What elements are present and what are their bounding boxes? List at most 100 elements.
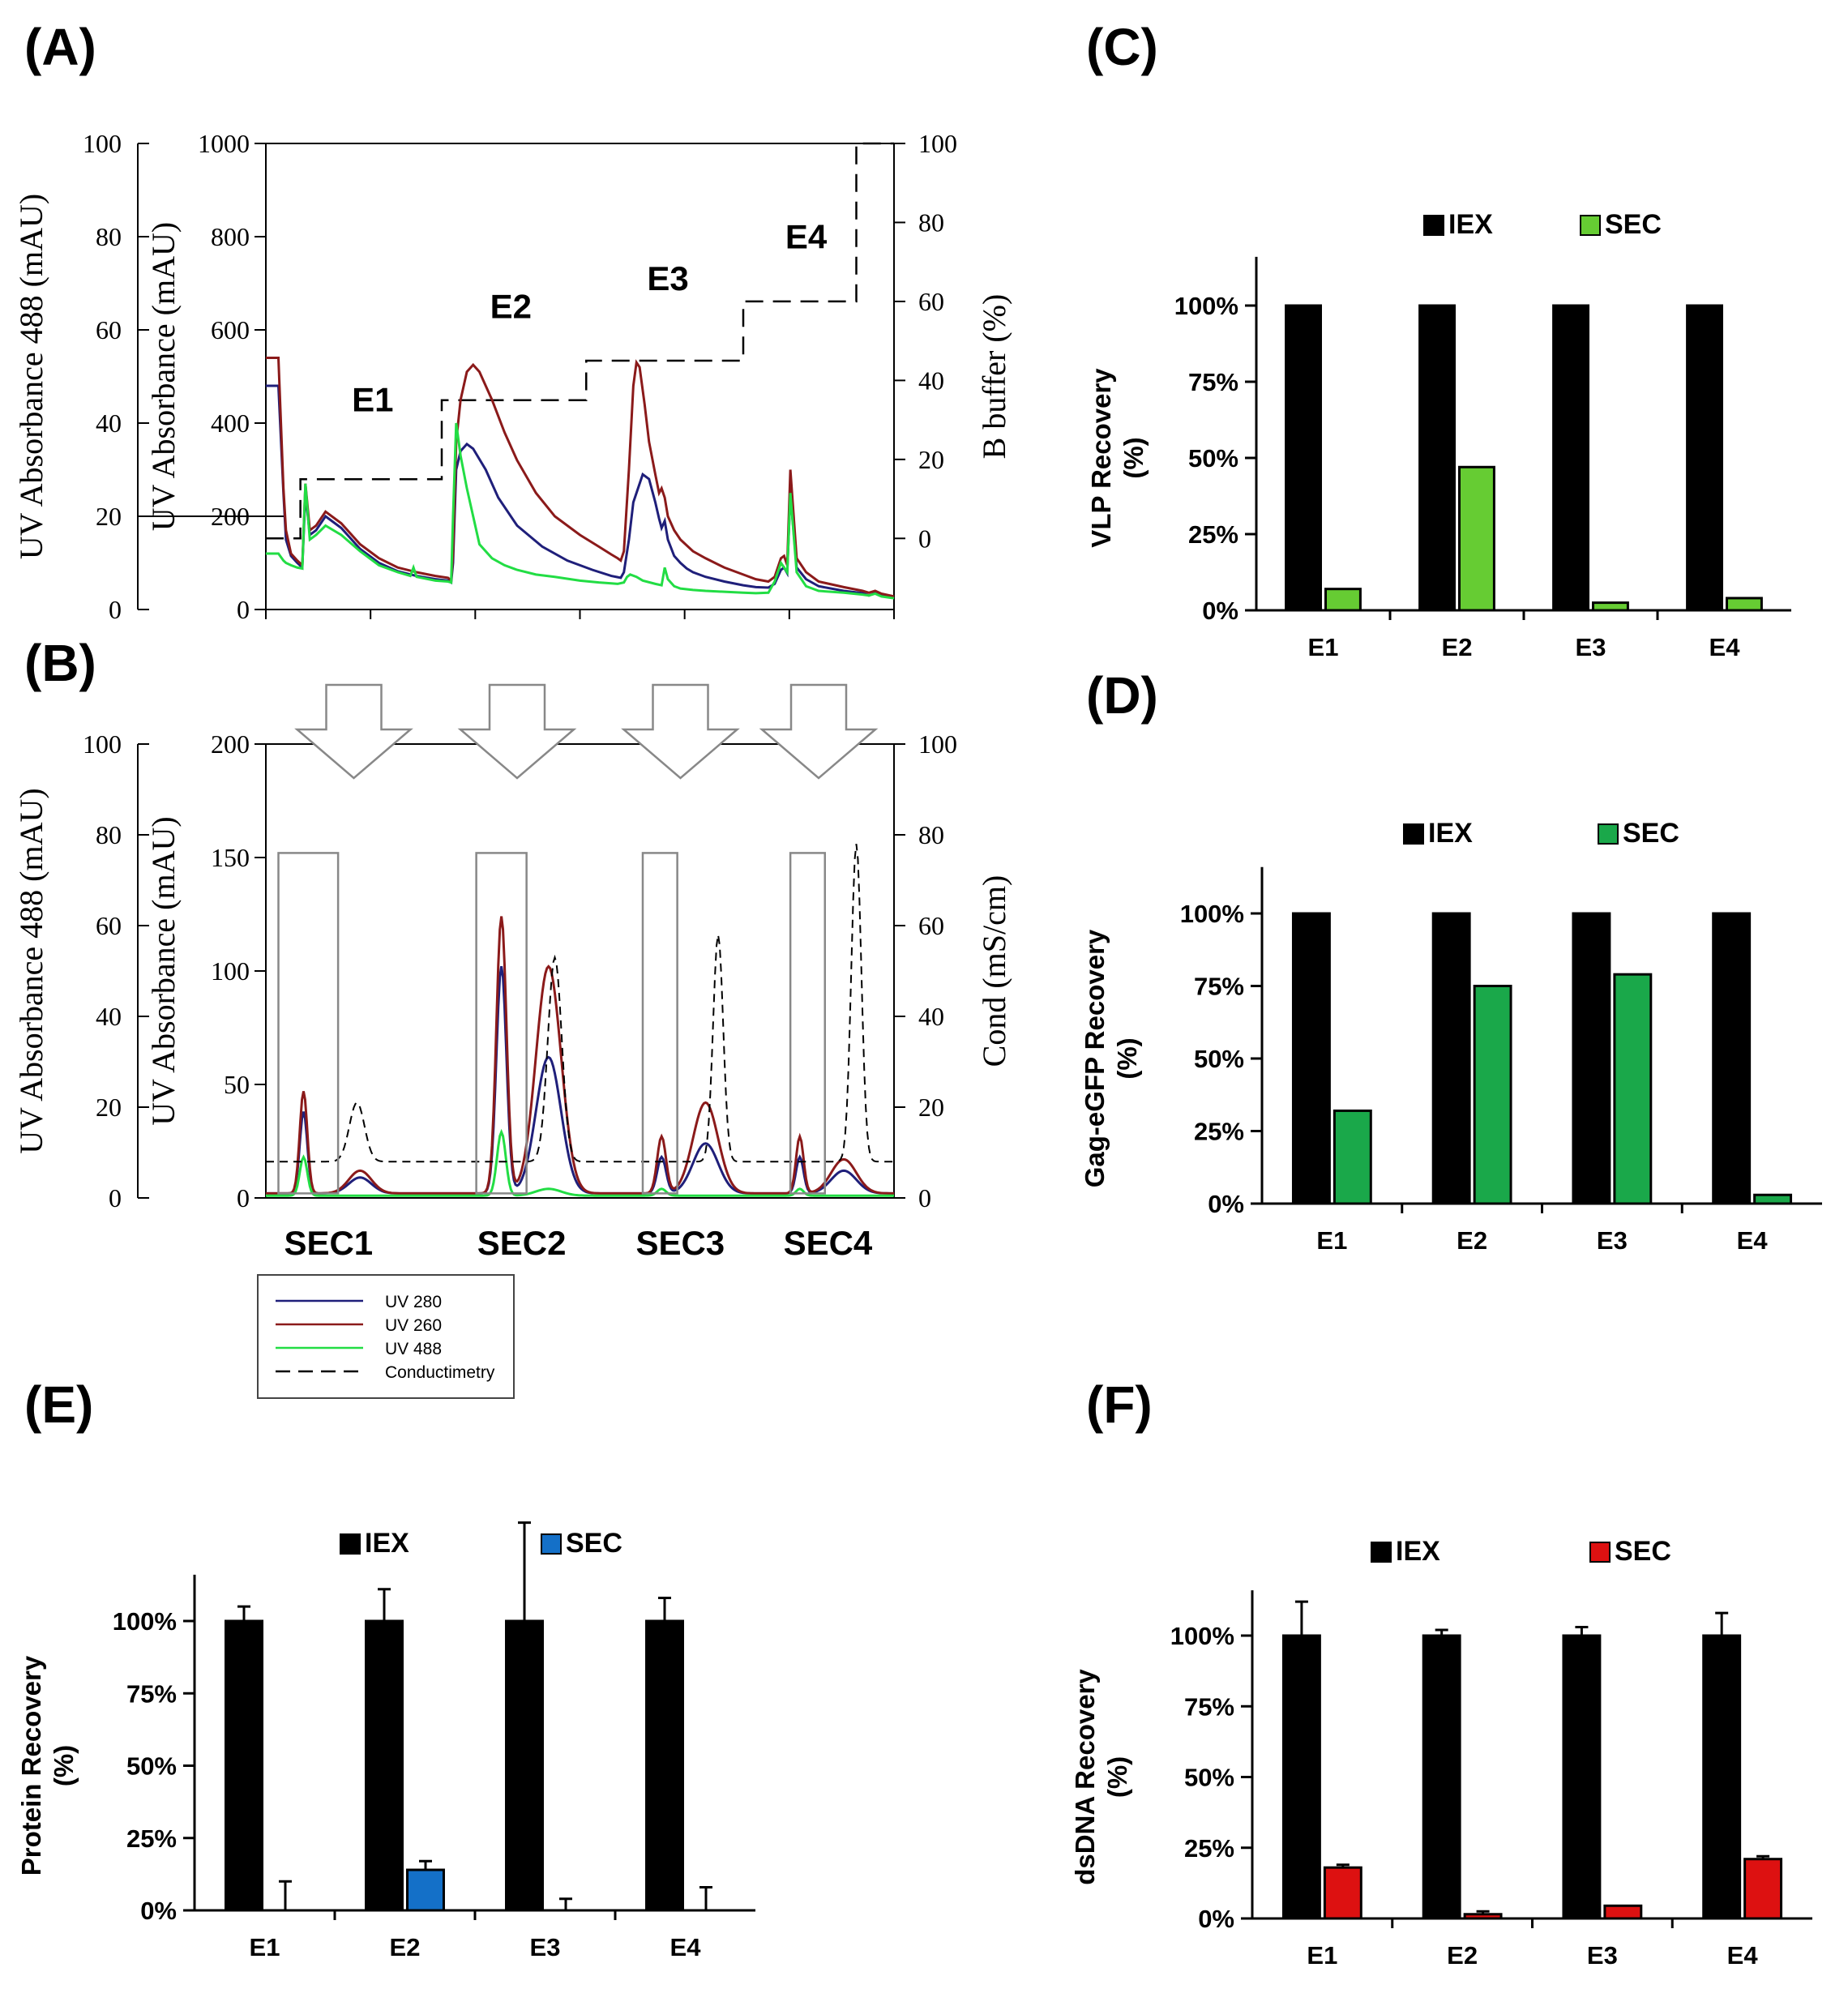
x-tick-label-e4: E4 [1727, 1941, 1759, 1970]
inner-tick-label: 800 [211, 222, 250, 251]
panel-d: (D) 0% 25% 50% 75% 100% E1 E2 E3 E4 IEX SEC Gag-eGFP… [1080, 666, 1822, 1255]
bar-sec [1463, 1913, 1503, 1920]
outer-tick-label: 20 [96, 1093, 122, 1122]
series-conductimetry [266, 844, 894, 1163]
y-tick-label: 25% [126, 1824, 177, 1853]
outer-axis-title: UV Absorbance 488 (mAU) [13, 194, 49, 559]
bar-iex [645, 1619, 685, 1912]
inner-tick-label: 100 [211, 956, 250, 986]
panel-label: (C) [1086, 18, 1158, 76]
x-tick-label-e2: E2 [1447, 1941, 1478, 1970]
y-axis-title-line2: (%) [1112, 1037, 1142, 1079]
right-tick-label: 0 [918, 1183, 931, 1213]
outer-tick-label: 60 [96, 315, 122, 344]
y-tick-label: 50% [126, 1752, 177, 1781]
y-tick-label: 100% [1174, 292, 1238, 320]
legend-swatch-iex [340, 1533, 361, 1555]
x-tick-label-e4: E4 [1737, 1226, 1769, 1255]
outer-tick-label: 0 [109, 595, 122, 624]
y-tick-label: 0% [1198, 1905, 1234, 1933]
bar-sec [1743, 1858, 1783, 1920]
x-tick-label-e2: E2 [1457, 1226, 1487, 1255]
inner-tick-label: 1000 [198, 129, 250, 158]
legend-box [257, 1274, 515, 1399]
bar-iex [1422, 1634, 1461, 1920]
right-tick-label: 100 [918, 729, 957, 759]
y-axis-title-line1: Protein Recovery [16, 1655, 46, 1876]
y-tick-label: 0% [1202, 597, 1238, 625]
section-label-sec4: SEC4 [784, 1224, 873, 1262]
y-tick-label: 75% [126, 1679, 177, 1708]
y-tick-label: 100% [1180, 900, 1244, 928]
legend-label: Conductimetry [385, 1363, 495, 1382]
right-tick-label: 20 [918, 1093, 944, 1122]
legend: UV 280 UV 260 UV 488 Conductimetry [257, 1274, 515, 1399]
x-tick-label-e2: E2 [390, 1933, 421, 1961]
legend-label-sec: SEC [1605, 209, 1662, 240]
panel-a: (A)0204060801000200400600800100002040608… [13, 18, 1012, 624]
inner-tick-label: 200 [211, 729, 250, 759]
x-tick-label-e1: E1 [250, 1933, 280, 1961]
outer-tick-label: 60 [96, 911, 122, 940]
y-tick-label: 75% [1194, 973, 1244, 1001]
inner-tick-label: 150 [211, 843, 250, 872]
peak-label-e3: E3 [647, 259, 688, 297]
legend-label: UV 280 [385, 1293, 442, 1311]
legend-swatch-iex [1371, 1542, 1392, 1563]
y-tick-label: 25% [1188, 520, 1238, 549]
panel-label: (D) [1086, 666, 1158, 725]
bar-sec [1592, 601, 1629, 612]
x-tick-label-e1: E1 [1307, 1941, 1337, 1970]
outer-axis-title: UV Absorbance 488 (mAU) [13, 788, 49, 1153]
bar-sec [1603, 1904, 1643, 1920]
right-tick-label: 100 [918, 129, 957, 158]
legend-label-iex: IEX [1396, 1536, 1440, 1567]
fraction-box [641, 852, 678, 1195]
panel-b: (B) 0 20 40 60 80 100 0 50 100 150 200 0 20 40 60 80 100 U… [13, 634, 1012, 1399]
b-buffer-step-line [266, 142, 894, 540]
fraction-box [475, 852, 528, 1195]
legend-label-iex: IEX [1448, 209, 1493, 240]
panel-f: (F) 0% 25% 50% 75% 100% E1 E2 E3 E4 IEX SEC dsDNA Re… [1070, 1375, 1812, 1970]
fraction-box [277, 852, 340, 1195]
series-uv-260 [266, 916, 895, 1195]
inner-tick-label: 600 [211, 315, 250, 344]
bar-sec [1473, 985, 1512, 1205]
bar-sec [1323, 1866, 1362, 1920]
x-tick-label-e4: E4 [670, 1933, 702, 1961]
fraction-box [789, 852, 826, 1195]
series-uv-488 [266, 422, 895, 600]
bar-iex [365, 1619, 404, 1912]
bar-sec [1613, 973, 1653, 1205]
legend-swatch-sec [1589, 1542, 1611, 1563]
panel-label: (F) [1086, 1375, 1153, 1434]
outer-tick-label: 100 [83, 729, 122, 759]
bar-sec [1753, 1193, 1793, 1205]
right-axis-title: Cond (mS/cm) [976, 875, 1012, 1067]
series-uv-260 [266, 357, 895, 598]
transfer-arrow [759, 683, 879, 780]
transfer-arrow [621, 683, 740, 780]
y-tick-label: 50% [1188, 444, 1238, 473]
bar-sec [1333, 1109, 1372, 1205]
panel-c: (C) 0% 25% 50% 75% 100% E1 E2 E3 E4 IEX SEC VLP Reco… [1086, 18, 1791, 661]
bar-sec [406, 1868, 445, 1912]
bar-iex [1686, 304, 1724, 612]
y-tick-label: 100% [113, 1607, 177, 1636]
legend-swatch-sec [1580, 215, 1601, 236]
y-axis-title-line1: Gag-eGFP Recovery [1080, 929, 1110, 1187]
right-tick-label: 60 [918, 911, 944, 940]
section-label-sec1: SEC1 [284, 1224, 373, 1262]
section-label-sec2: SEC2 [477, 1224, 567, 1262]
bar-iex [1281, 1634, 1321, 1920]
inner-tick-label: 0 [237, 1183, 250, 1213]
bar-iex [1285, 304, 1322, 612]
outer-tick-label: 80 [96, 820, 122, 849]
right-tick-label: 40 [918, 1002, 944, 1031]
legend-swatch-iex [1403, 823, 1424, 845]
legend-label-sec: SEC [1623, 818, 1679, 849]
bar-iex [225, 1619, 263, 1912]
legend-label: UV 488 [385, 1340, 442, 1358]
outer-tick-label: 100 [83, 129, 122, 158]
